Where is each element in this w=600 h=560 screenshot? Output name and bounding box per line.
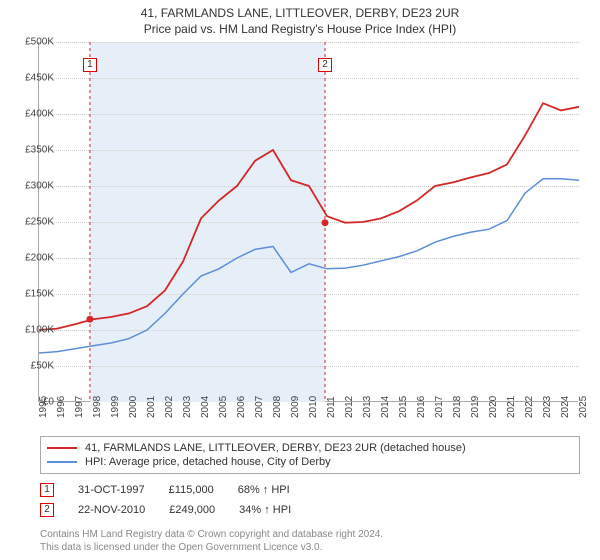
event-date: 22-NOV-2010 [78, 504, 145, 516]
legend-swatch-property [47, 447, 77, 449]
event-price: £249,000 [169, 504, 215, 516]
x-tick-label: 2020 [488, 396, 499, 418]
legend-row-hpi: HPI: Average price, detached house, City… [47, 455, 573, 469]
y-tick-label: £450K [25, 73, 54, 84]
y-tick-label: £100K [25, 325, 54, 336]
x-tick-label: 2016 [416, 396, 427, 418]
plot-area: 1 2 [38, 42, 578, 402]
legend-swatch-hpi [47, 461, 77, 463]
y-tick-label: £250K [25, 217, 54, 228]
y-tick-label: £200K [25, 253, 54, 264]
event-marker-2: 2 [40, 503, 54, 517]
line-series [39, 42, 579, 402]
x-tick-label: 2021 [506, 396, 517, 418]
footer-line-2: This data is licensed under the Open Gov… [40, 541, 580, 554]
x-tick-label: 2004 [200, 396, 211, 418]
x-tick-label: 1996 [56, 396, 67, 418]
x-tick-label: 2019 [470, 396, 481, 418]
y-tick-label: £150K [25, 289, 54, 300]
x-tick-label: 2025 [578, 396, 589, 418]
series-hpi [39, 179, 579, 353]
x-tick-label: 2005 [218, 396, 229, 418]
legend-row-property: 41, FARMLANDS LANE, LITTLEOVER, DERBY, D… [47, 441, 573, 455]
marker-2: 2 [318, 58, 332, 72]
event-pct: 34% ↑ HPI [239, 504, 291, 516]
event-price: £115,000 [169, 484, 214, 496]
x-tick-label: 2014 [380, 396, 391, 418]
x-tick-label: 2024 [560, 396, 571, 418]
chart: 1 2 £0£50K£100K£150K£200K£250K£300K£350K… [38, 42, 598, 420]
series-property [39, 103, 579, 330]
event-row: 2 22-NOV-2010 £249,000 34% ↑ HPI [40, 500, 580, 520]
chart-subtitle: Price paid vs. HM Land Registry's House … [0, 20, 600, 42]
footer-text: Contains HM Land Registry data © Crown c… [40, 528, 580, 554]
y-tick-label: £350K [25, 145, 54, 156]
y-tick-label: £50K [31, 361, 54, 372]
x-tick-label: 2009 [290, 396, 301, 418]
legend-label-hpi: HPI: Average price, detached house, City… [85, 456, 331, 468]
x-tick-label: 1995 [38, 396, 49, 418]
x-tick-label: 2007 [254, 396, 265, 418]
x-tick-label: 1999 [110, 396, 121, 418]
chart-title: 41, FARMLANDS LANE, LITTLEOVER, DERBY, D… [0, 0, 600, 20]
x-tick-label: 2008 [272, 396, 283, 418]
y-tick-label: £500K [25, 37, 54, 48]
event-date: 31-OCT-1997 [78, 484, 145, 496]
event-row: 1 31-OCT-1997 £115,000 68% ↑ HPI [40, 480, 580, 500]
x-tick-label: 2017 [434, 396, 445, 418]
x-tick-label: 2003 [182, 396, 193, 418]
x-tick-label: 2012 [344, 396, 355, 418]
x-tick-label: 2000 [128, 396, 139, 418]
footer-line-1: Contains HM Land Registry data © Crown c… [40, 528, 580, 541]
event-pct: 68% ↑ HPI [238, 484, 290, 496]
x-tick-label: 1998 [92, 396, 103, 418]
x-tick-label: 2023 [542, 396, 553, 418]
x-tick-label: 2011 [326, 396, 337, 418]
x-tick-label: 2001 [146, 396, 157, 418]
events-list: 1 31-OCT-1997 £115,000 68% ↑ HPI 2 22-NO… [40, 480, 580, 520]
event-marker-1: 1 [40, 483, 54, 497]
x-tick-label: 2018 [452, 396, 463, 418]
y-tick-label: £300K [25, 181, 54, 192]
x-tick-label: 1997 [74, 396, 85, 418]
x-tick-label: 2013 [362, 396, 373, 418]
y-tick-label: £400K [25, 109, 54, 120]
x-tick-label: 2010 [308, 396, 319, 418]
x-tick-label: 2006 [236, 396, 247, 418]
x-tick-label: 2015 [398, 396, 409, 418]
marker-1: 1 [83, 58, 97, 72]
x-tick-label: 2002 [164, 396, 175, 418]
x-tick-label: 2022 [524, 396, 535, 418]
legend-box: 41, FARMLANDS LANE, LITTLEOVER, DERBY, D… [40, 436, 580, 474]
legend-label-property: 41, FARMLANDS LANE, LITTLEOVER, DERBY, D… [85, 442, 466, 454]
